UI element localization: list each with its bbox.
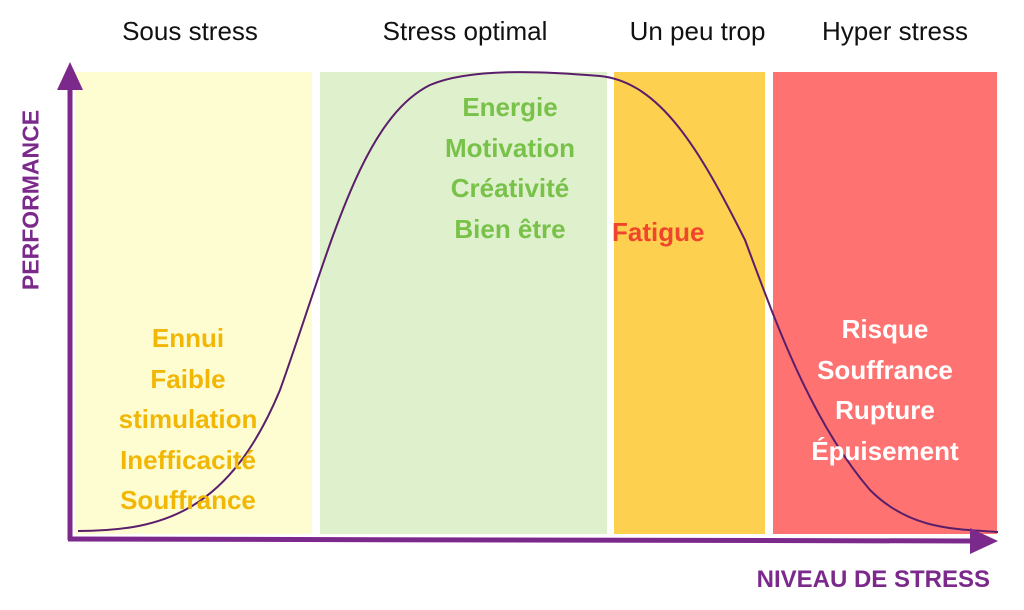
word-risque: Risque [841,314,929,344]
word-inefficacite: Inefficacité [120,444,256,475]
word-bien-etre: Bien être [454,213,566,244]
word-souffrance: Souffrance [817,354,953,385]
zone-title-hyper-stress: Hyper stress [822,16,968,46]
word-rupture: Rupture [835,395,935,425]
zone-words-sous-stress: Ennui Faible stimulation Inefficacité So… [88,318,288,521]
zone-title-un-peu-trop: Un peu trop [629,16,766,46]
zone-title-stress-optimal: Stress optimal [382,16,548,46]
y-axis-arrowhead [57,62,83,90]
word-epuisement: Épuisement [811,435,959,466]
zone-band-sous-stress [75,72,312,534]
zone-words-hyper-stress: Risque Souffrance Rupture Épuisement [785,309,985,471]
word-creativite: Créativité [450,173,570,203]
word-souffrance: Souffrance [120,485,256,515]
word-energie: Energie [462,92,558,122]
x-axis-arrowhead [970,528,998,554]
zone-words-stress-optimal: Energie Motivation Créativité Bien être [410,87,610,249]
x-axis [67,536,976,544]
zone-band-un-peu-trop [614,72,765,534]
zone-band-stress-optimal [320,72,607,534]
zone-words-un-peu-trop: Fatigue [612,212,722,253]
x-axis-label: NIVEAU DE STRESS [756,566,990,593]
word-ennui: Ennui [151,323,225,353]
word-motivation: Motivation [445,132,575,163]
y-axis-label: PERFORMANCE [17,109,44,291]
word-faible: Faible [150,363,226,394]
performance-curve [77,71,999,533]
word-fatigue: Fatigue [612,217,705,247]
zone-band-hyper-stress [773,72,997,534]
word-stimulation: stimulation [118,404,258,434]
zone-title-sous-stress: Sous stress [122,16,258,46]
